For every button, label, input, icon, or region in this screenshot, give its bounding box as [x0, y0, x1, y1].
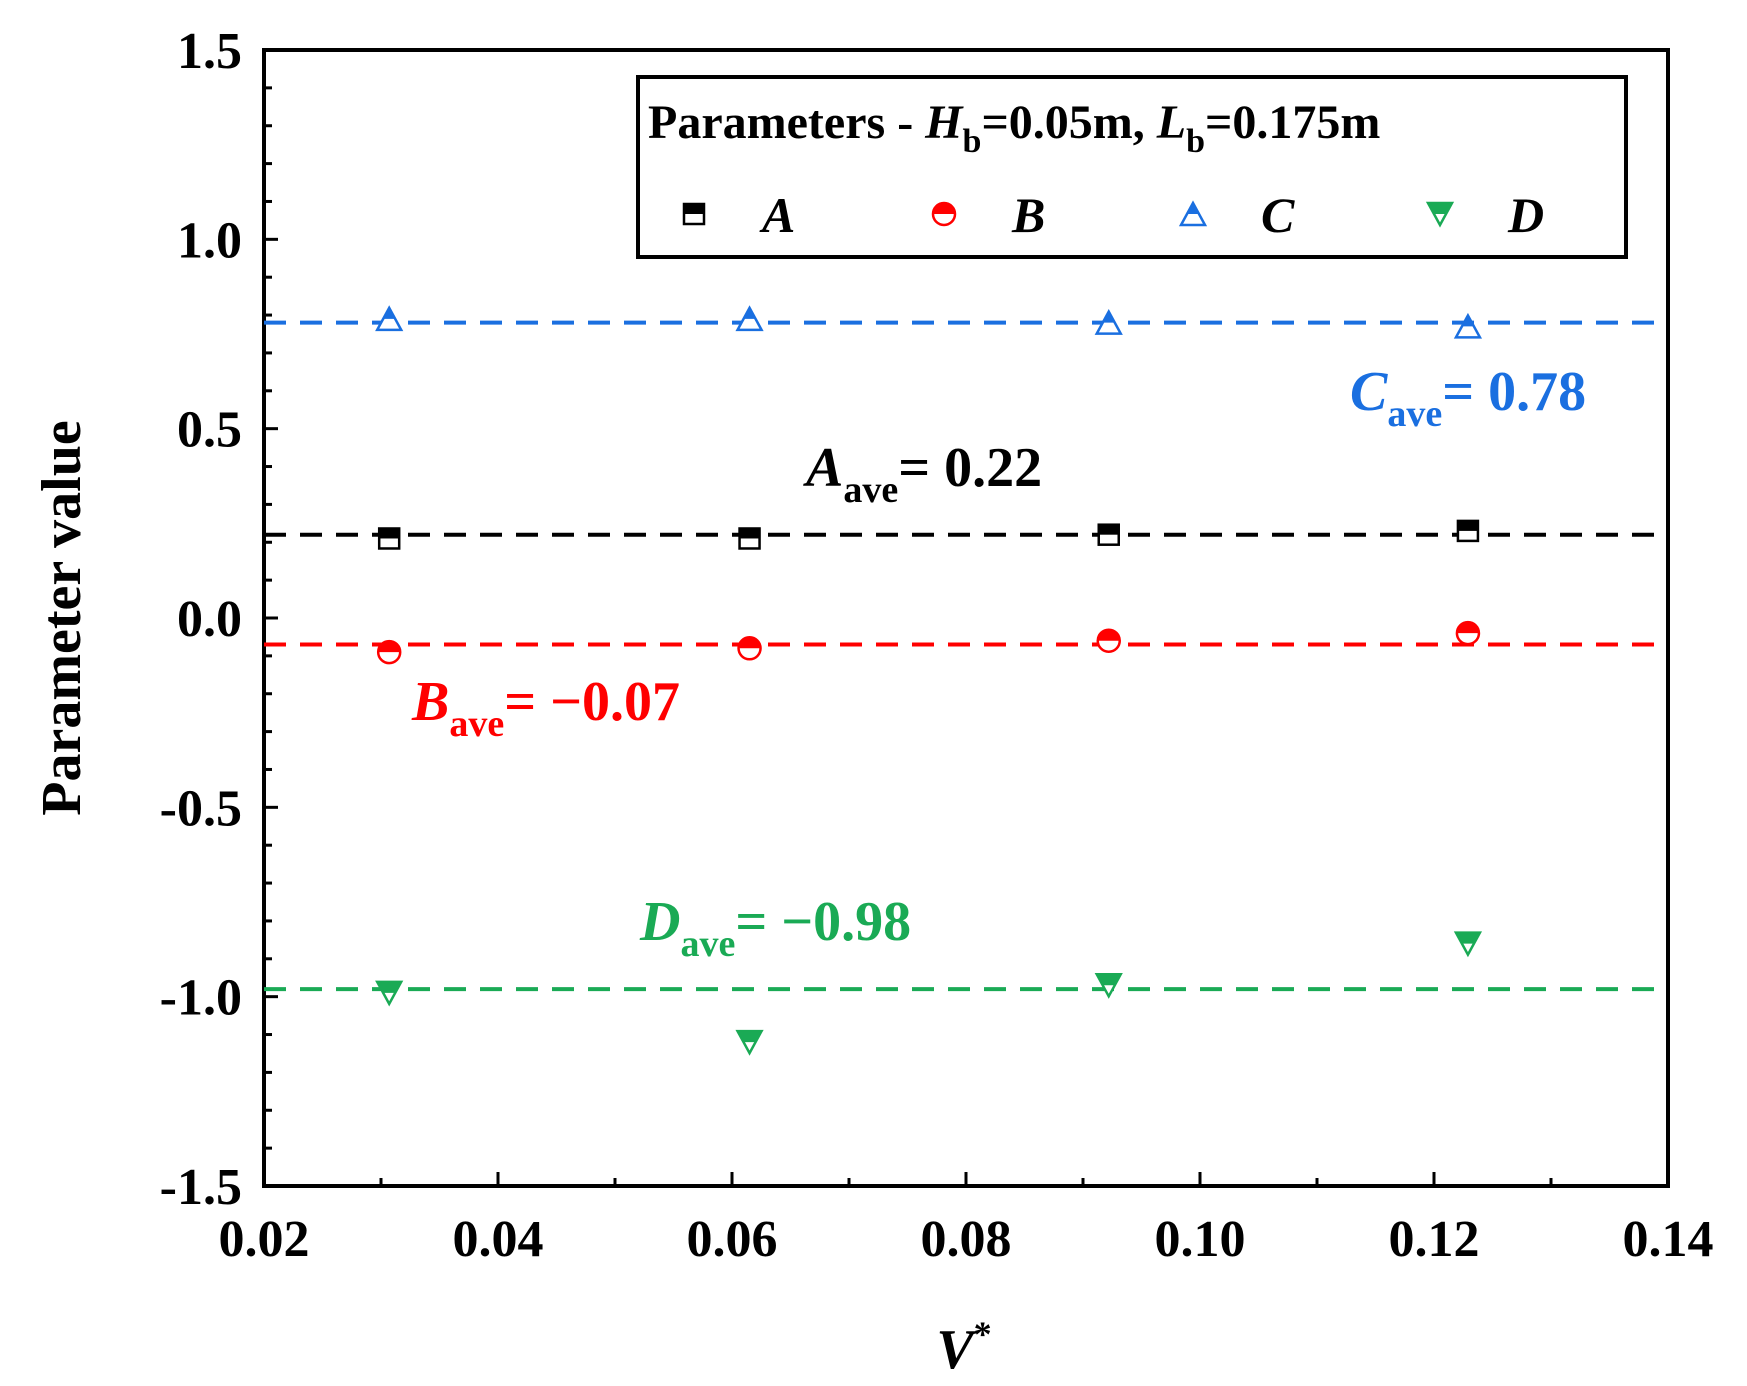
legend-marker-d-fill: [1428, 203, 1452, 214]
y-tick-label: -1.0: [160, 970, 242, 1027]
marker-a-0: [377, 527, 401, 550]
marker-c-1: [735, 305, 764, 332]
marker-a-1-fill: [739, 528, 760, 539]
marker-c-2: [1094, 309, 1123, 335]
annotation-d-ave: Dave= −0.98: [639, 891, 911, 965]
marker-d-2-fill: [1096, 974, 1121, 986]
marker-d-0-fill: [377, 981, 402, 993]
marker-c-0: [375, 305, 404, 332]
marker-a-2-fill: [1098, 524, 1119, 535]
marker-c-3-outline: [1453, 312, 1483, 339]
legend: Parameters - Hb=0.05m, Lb=0.175m A B C D: [636, 75, 1628, 259]
axis-ticks: [262, 48, 1670, 1188]
legend-label-c: C: [1261, 187, 1295, 243]
marker-b-2-fill: [1097, 629, 1120, 641]
marker-a-3-fill: [1457, 520, 1478, 531]
legend-marker-b: [931, 201, 957, 227]
marker-b-0: [376, 639, 402, 665]
marker-b-1: [737, 636, 762, 661]
marker-c-1-fill: [743, 307, 756, 319]
marker-c-0-fill: [383, 307, 396, 319]
y-axis-title: Parameter value: [31, 420, 93, 815]
x-tick-label: 0.04: [453, 1211, 544, 1268]
y-tick-label: 1.5: [177, 23, 242, 80]
legend-marker-c-fill: [1187, 203, 1199, 214]
marker-d-3-fill: [1455, 932, 1480, 944]
legend-marker-a: [682, 202, 706, 226]
marker-a-3: [1456, 519, 1480, 543]
marker-c-3-fill: [1461, 315, 1474, 327]
legend-marker-c: [1178, 200, 1208, 227]
marker-d-3: [1453, 931, 1483, 958]
x-tick-label: 0.14: [1623, 1211, 1714, 1268]
marker-b-0-fill: [378, 641, 401, 653]
legend-title: Parameters - Hb=0.05m, Lb=0.175m: [648, 96, 1380, 160]
marker-a-2: [1097, 523, 1120, 546]
annotation-c-ave: Cave= 0.78: [1350, 361, 1586, 435]
legend-marker-a-fill: [684, 204, 704, 214]
data-markers: [375, 305, 1483, 1056]
marker-d-2: [1094, 973, 1123, 999]
y-tick-label: -1.5: [160, 1159, 242, 1216]
annotation-b-ave: Bave= −0.07: [411, 671, 680, 745]
x-tick-label: 0.10: [1155, 1211, 1246, 1268]
average-lines: [264, 320, 1668, 992]
y-tick-label: -0.5: [160, 780, 242, 837]
marker-b-2: [1096, 628, 1121, 653]
marker-a-1: [738, 527, 761, 550]
legend-marker-d: [1425, 201, 1455, 228]
marker-b-1-fill: [738, 637, 761, 649]
legend-items: A B C D: [682, 187, 1544, 243]
marker-d-1-fill: [737, 1031, 762, 1043]
marker-c-2-fill: [1102, 311, 1115, 323]
marker-c-3: [1453, 312, 1483, 339]
legend-label-a: A: [759, 187, 795, 243]
marker-d-0: [375, 980, 404, 1007]
y-tick-label: 0.0: [177, 591, 242, 648]
legend-label-b: B: [1011, 187, 1045, 243]
x-tick-label: 0.12: [1389, 1211, 1480, 1268]
x-tick-label: 0.08: [921, 1211, 1012, 1268]
x-tick-label: 0.06: [687, 1211, 778, 1268]
legend-label-d: D: [1507, 187, 1544, 243]
y-tick-label: 1.0: [177, 212, 242, 269]
marker-a-0-fill: [379, 528, 400, 539]
legend-box: [636, 75, 1628, 259]
axis-tick-labels: 0.02 0.04 0.06 0.08 0.10 0.12 0.14 1.5 1.0 0.5 0.0…: [160, 23, 1714, 1268]
marker-b-3-fill: [1456, 622, 1479, 634]
marker-b-3: [1455, 620, 1481, 646]
marker-d-1: [735, 1029, 764, 1056]
x-tick-label: 0.02: [219, 1211, 310, 1268]
legend-marker-b-fill: [933, 203, 955, 214]
annotation-a-ave: Aave= 0.22: [803, 437, 1042, 511]
x-axis-title: V*: [936, 1314, 991, 1381]
y-tick-label: 0.5: [177, 402, 242, 459]
